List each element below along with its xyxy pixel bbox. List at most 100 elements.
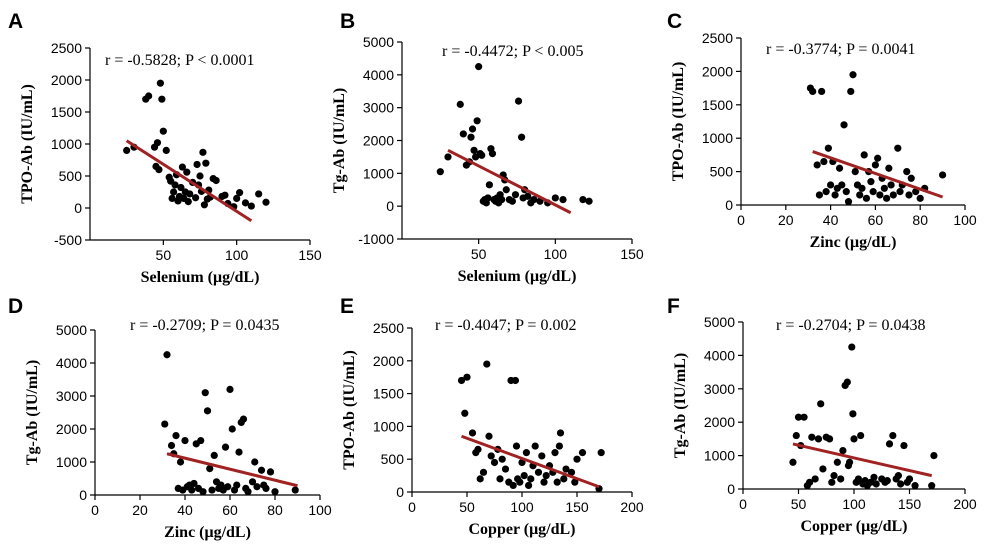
data-point [468,429,477,437]
data-point [556,429,565,437]
y-tick-label: 2500 [51,40,82,56]
data-point [247,202,255,210]
x-tick-label: 0 [739,496,747,512]
data-point [485,181,493,189]
data-point [854,475,863,483]
x-tick-label: 20 [132,502,148,518]
data-point [248,478,257,486]
data-point [522,449,530,457]
x-axis-title: Zinc (μg/dL) [164,524,251,541]
data-point [839,446,847,455]
correlation-annotation: r = -0.4047; P = 0.002 [435,317,576,334]
data-point [473,117,481,125]
data-point [208,486,216,494]
data-point [858,184,866,192]
x-tick-label: 40 [177,502,193,518]
y-axis-title: TPO-Ab (IU/mL) [670,62,687,182]
correlation-annotation: r = -0.2709; P = 0.0435 [130,317,279,334]
y-tick-label: 1000 [363,165,394,181]
data-point [476,475,484,483]
x-tick-label: 50 [791,496,807,512]
data-point [845,458,854,466]
data-point [848,343,856,351]
x-tick-label: 100 [953,212,977,228]
chart-d: Dr = -0.2709; P = 0.04350100020003000400… [8,295,332,541]
x-tick-label: 0 [737,212,745,228]
data-point [856,191,864,199]
data-point [830,472,838,480]
data-point [518,133,526,141]
panel-label: C [667,10,682,33]
data-point [201,389,209,397]
data-point [850,435,858,443]
data-point [262,484,270,492]
data-point [210,451,218,459]
y-axis-title: Tg-Ab (IU/mL) [672,353,689,458]
data-point [842,188,850,196]
data-point [235,448,243,456]
data-point [444,153,452,161]
data-point [253,483,261,491]
data-point [241,199,250,207]
panel-label: B [340,10,355,33]
data-point [857,431,865,440]
data-point [183,168,191,176]
data-point [167,441,176,450]
data-point [885,440,894,448]
data-point [291,486,299,494]
data-point [509,481,517,490]
data-point [239,415,248,423]
y-tick-label: 3000 [56,388,87,404]
data-point [474,445,482,453]
data-point [828,478,836,486]
correlation-annotation: r = -0.5828; P < 0.0001 [105,52,254,69]
data-point [835,164,844,172]
data-point [837,475,845,483]
y-tick-label: 0 [79,487,87,503]
y-tick-label: 2000 [51,72,82,88]
y-tick-label: 2000 [704,414,735,430]
data-point [870,473,878,481]
x-axis-title: Copper (μg/dL) [800,518,907,535]
data-point [887,181,895,189]
data-point [894,144,902,152]
data-point [538,452,546,460]
correlation-annotation: r = -0.2704; P = 0.0438 [776,317,925,334]
y-tick-label: 500 [59,168,83,184]
y-tick-label: 3000 [363,100,394,116]
y-tick-label: 0 [727,481,735,497]
data-point [233,194,241,202]
data-point [885,164,893,172]
data-point [794,413,803,421]
data-point [490,458,499,467]
x-tick-label: 50 [156,247,172,263]
x-tick-label: 200 [953,496,977,512]
data-point [155,166,163,174]
data-point [553,478,561,486]
regression-line [460,434,600,489]
data-point [840,121,848,129]
regression-line [447,149,572,215]
x-tick-label: 80 [912,212,928,228]
data-point [825,435,834,443]
y-tick-label: 1000 [373,418,404,434]
data-point [808,433,816,441]
x-tick-label: 50 [471,246,487,262]
data-point [196,172,204,180]
data-point [123,146,131,154]
data-point [889,191,897,199]
chart-c: Cr = -0.3774; P = 0.00410500100015002000… [667,10,977,251]
data-point [226,385,234,393]
data-point [511,191,520,199]
y-tick-label: -1000 [358,231,394,247]
data-point [540,478,548,486]
data-point [251,458,259,466]
y-tick-label: 2000 [373,353,404,369]
data-point [930,452,938,460]
correlation-annotation: r = -0.3774; P = 0.0041 [766,41,915,58]
data-point [883,477,891,485]
data-point [527,475,535,483]
data-point [266,468,275,476]
